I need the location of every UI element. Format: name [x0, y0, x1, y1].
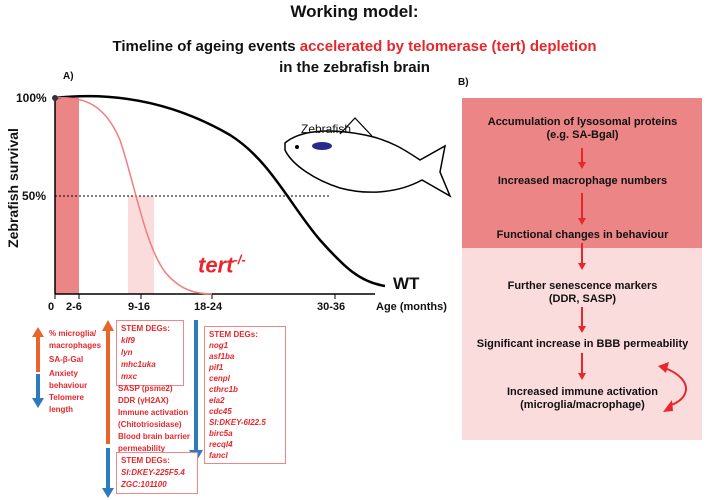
subtitle-plain: Timeline of ageing events: [112, 38, 300, 55]
subtitle-red: accelerated by telomerase (tert) depleti…: [299, 38, 597, 55]
gene-item: cdc45: [209, 407, 232, 416]
step-line: Increased macrophage numbers: [497, 175, 668, 187]
telomere-item: length: [49, 405, 73, 414]
x-tick-label-0: 0: [48, 301, 55, 313]
early-item: Anxiety: [49, 369, 78, 378]
stem-degs-up-box: STEM DEGs: klf9 lyn mhc1uka mxc: [116, 320, 184, 386]
panel-b-label: B): [458, 77, 469, 88]
gene-item: nog1: [209, 341, 229, 350]
early-item: macrophages: [49, 341, 102, 350]
gene-item: cthrc1b: [209, 385, 238, 394]
tert-label: tert-/-: [198, 252, 246, 278]
gene-item: klf9: [121, 336, 135, 345]
middle-item: (Chitotriosidase): [118, 420, 182, 429]
stem-degs-title: STEM DEGs:: [209, 330, 258, 339]
gene-item: recql4: [209, 440, 233, 449]
gene-item: cenpl: [209, 374, 230, 383]
y-tick-50: 50%: [22, 189, 47, 203]
y-tick-100: 100%: [16, 91, 47, 105]
step-immune: Increased immune activation (microglia/m…: [470, 386, 695, 412]
panel-a-label: A): [63, 71, 74, 82]
x-tick-label-9-16: 9-16: [128, 301, 151, 313]
early-item: SA-β-Gal: [49, 355, 84, 364]
x-tick-label-18-24: 18-24: [194, 301, 223, 313]
middle-item: permeability: [118, 444, 166, 453]
early-changes: % microglia/ macrophages SA-β-Gal Anxiet…: [49, 328, 109, 392]
tert-label-text: tert: [198, 252, 234, 278]
gene-item: asf1ba: [209, 352, 235, 361]
page-title: Working model:: [290, 2, 419, 21]
step-behaviour: Functional changes in behaviour: [470, 229, 695, 242]
subtitle: Timeline of ageing events accelerated by…: [0, 38, 709, 55]
stem-degs-title: STEM DEGs:: [121, 456, 170, 465]
gene-item: mhc1uka: [121, 360, 156, 369]
middle-item: Immune activation: [118, 408, 189, 417]
gene-item: SI:DKEY-225F5.4: [121, 468, 185, 477]
tert-survival-curve: [54, 96, 213, 295]
step-line: (microglia/macrophage): [520, 399, 645, 411]
start-point: [52, 95, 58, 101]
step-line: Accumulation of lysosomal proteins: [487, 116, 678, 128]
step-bbb: Significant increase in BBB permeability: [470, 338, 695, 351]
middle-item: SASP (psme2): [118, 384, 173, 393]
late-phase-box: [462, 248, 702, 440]
wt-label: WT: [393, 274, 420, 293]
stem-degs-title: STEM DEGs:: [121, 324, 170, 333]
gene-item: SI:DKEY-6I22.5: [209, 418, 266, 427]
gene-item: fancl: [209, 451, 228, 460]
x-tick-label-30-36: 30-36: [317, 301, 346, 313]
early-item: % microglia/: [49, 329, 97, 338]
gene-item: ela2: [209, 396, 225, 405]
stem-degs-late-box: STEM DEGs: nog1 asf1ba pif1 cenpl cthrc1…: [204, 326, 286, 464]
zebrafish-icon: [284, 117, 452, 198]
step-line: Increased immune activation: [507, 386, 658, 398]
zebrafish-label: Zebrafish: [301, 122, 352, 136]
gene-item: ZGC:101100: [121, 480, 167, 489]
gene-item: birc5a: [209, 429, 233, 438]
wt-survival-curve: [54, 94, 386, 288]
step-senescence: Further senescence markers (DDR, SASP): [470, 280, 695, 306]
stem-degs-down-box: STEM DEGs: SI:DKEY-225F5.4 ZGC:101100: [116, 452, 198, 494]
gene-item: pif1: [209, 363, 224, 372]
middle-item: Blood brain barrier: [118, 432, 191, 441]
gene-item: mxc: [121, 372, 138, 381]
telomere-length: Telomere length: [49, 392, 84, 416]
step-line: (e.g. SA-Bgal): [546, 129, 619, 141]
step-line: Further senescence markers: [507, 280, 658, 292]
step-lysosomal: Accumulation of lysosomal proteins (e.g.…: [470, 116, 695, 142]
early-item: behaviour: [49, 381, 88, 390]
gene-item: lyn: [121, 348, 133, 357]
step-macrophage: Increased macrophage numbers: [470, 175, 695, 188]
step-line: (DDR, SASP): [548, 293, 617, 305]
tert-label-sup: -/-: [233, 252, 246, 267]
step-line: Significant increase in BBB permeability: [476, 338, 689, 350]
middle-changes: SASP (psme2) DDR (γH2AX) Immune activati…: [118, 383, 198, 455]
step-line: Functional changes in behaviour: [496, 229, 669, 241]
x-axis-label: Age (months): [376, 301, 447, 313]
telomere-item: Telomere: [49, 393, 84, 402]
middle-item: DDR (γH2AX): [118, 396, 169, 405]
x-tick-label-2-6: 2-6: [66, 301, 82, 313]
subtitle-line2: in the zebrafish brain: [279, 59, 430, 76]
